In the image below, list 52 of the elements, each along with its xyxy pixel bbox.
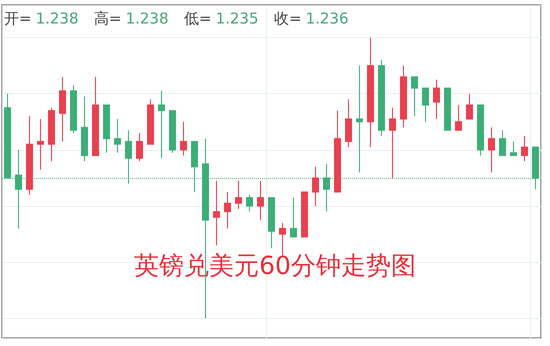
- candlestick: [59, 76, 66, 142]
- candlestick: [213, 180, 220, 246]
- text: 低=1.235: [184, 10, 259, 28]
- candlestick: [224, 191, 231, 229]
- candlestick: [125, 130, 132, 184]
- candlestick: [70, 84, 77, 134]
- candlestick: [499, 130, 506, 156]
- candlestick: [389, 107, 396, 178]
- candlestick: [433, 79, 440, 120]
- candlestick: [257, 180, 264, 221]
- candlestick: [301, 191, 308, 238]
- candlestick: [455, 104, 462, 131]
- candlestick: [81, 96, 88, 162]
- candlestick: [92, 76, 99, 156]
- candlestick: [26, 116, 33, 196]
- candlestick: [477, 104, 484, 156]
- candlestick: [169, 110, 176, 154]
- candlestick: [334, 110, 341, 192]
- candlestick: [114, 118, 121, 154]
- candlestick: [400, 65, 407, 128]
- candlestick: [37, 118, 44, 170]
- candlestick: [15, 149, 22, 229]
- candlestick: [279, 222, 286, 258]
- candlestick: [510, 140, 517, 156]
- candlestick: [521, 135, 528, 162]
- candlestick: [488, 126, 495, 173]
- candlestick: [444, 88, 451, 131]
- text: 收=1.236: [274, 10, 349, 28]
- candlestick: [158, 90, 165, 159]
- candlestick: [345, 98, 352, 148]
- candlestick: [147, 98, 154, 145]
- candlestick: [103, 104, 110, 154]
- candlestick: [466, 93, 473, 120]
- candlestick: [191, 140, 198, 192]
- text: 开=1.238: [4, 10, 79, 28]
- candlestick: [136, 132, 143, 162]
- candlestick: [532, 146, 539, 190]
- candlestick: [367, 37, 374, 148]
- candlestick: [323, 163, 330, 212]
- candlestick: [378, 60, 385, 136]
- candlestick: [290, 197, 297, 238]
- candlestick: [48, 107, 55, 162]
- candlestick: [268, 197, 275, 249]
- candlestick: [356, 65, 363, 173]
- text: 高=1.238: [94, 10, 169, 28]
- candlestick: [180, 121, 187, 156]
- candlestick: [422, 88, 429, 122]
- candlestick: [246, 194, 253, 212]
- candlestick: [235, 180, 242, 210]
- candlestick: [4, 93, 11, 178]
- candlestick: [312, 166, 319, 207]
- candlestick: [411, 76, 418, 117]
